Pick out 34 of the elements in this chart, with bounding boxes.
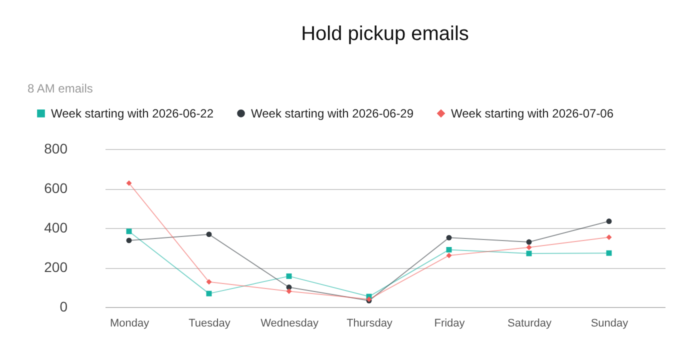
chart-title: Hold pickup emails bbox=[301, 23, 469, 45]
x-tick-label: Monday bbox=[110, 318, 150, 330]
point bbox=[286, 273, 292, 279]
legend-label: Week starting with 2026-06-22 bbox=[51, 106, 214, 120]
y-axis-title: 8 AM emails bbox=[28, 82, 93, 96]
x-tick-label: Wednesday bbox=[260, 318, 319, 330]
point bbox=[446, 246, 452, 252]
point bbox=[446, 252, 452, 258]
point bbox=[526, 250, 532, 256]
point bbox=[286, 288, 292, 294]
point bbox=[206, 279, 212, 285]
point bbox=[526, 239, 532, 245]
point bbox=[606, 250, 612, 256]
legend-label: Week starting with 2026-06-29 bbox=[251, 106, 414, 120]
x-tick-label: Sunday bbox=[590, 318, 629, 330]
point bbox=[126, 180, 132, 186]
x-tick-label: Tuesday bbox=[188, 318, 231, 330]
point bbox=[526, 244, 532, 250]
point bbox=[206, 290, 212, 296]
y-tick-label: 200 bbox=[44, 259, 68, 275]
y-tick-label: 400 bbox=[44, 220, 68, 236]
y-tick-label: 0 bbox=[60, 298, 68, 314]
point bbox=[126, 238, 132, 244]
point bbox=[126, 228, 132, 234]
y-tick-label: 600 bbox=[44, 180, 68, 196]
point bbox=[206, 232, 212, 238]
point bbox=[606, 234, 612, 240]
x-tick-label: Thursday bbox=[346, 318, 393, 330]
x-tick-label: Friday bbox=[434, 318, 466, 330]
y-tick-label: 800 bbox=[44, 140, 68, 156]
point bbox=[606, 218, 612, 224]
x-tick-label: Saturday bbox=[507, 318, 552, 330]
point bbox=[446, 234, 452, 240]
legend-label: Week starting with 2026-07-06 bbox=[451, 106, 614, 120]
